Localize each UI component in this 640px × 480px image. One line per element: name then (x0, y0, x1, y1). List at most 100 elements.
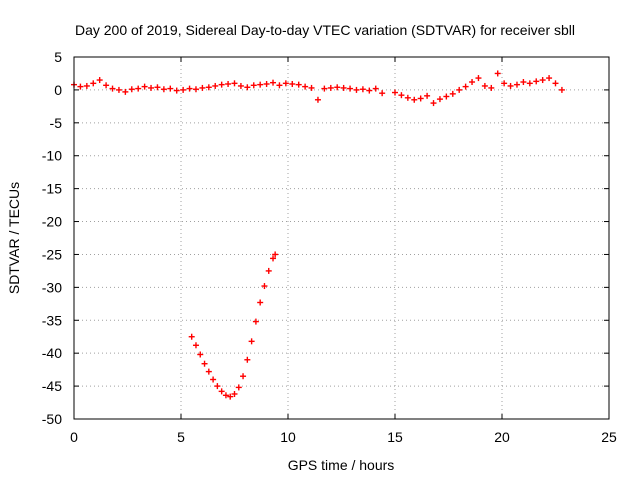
data-point (248, 338, 255, 345)
data-point (321, 85, 328, 92)
data-point (276, 82, 283, 89)
data-point (552, 80, 559, 87)
data-point (83, 82, 90, 89)
data-point (314, 96, 321, 103)
x-tick-labels: 0 5 10 15 20 25 (70, 429, 617, 445)
data-point (218, 388, 225, 395)
y-tick-label: -40 (42, 345, 62, 361)
y-tick-label: -15 (42, 181, 62, 197)
data-point (546, 75, 553, 82)
data-point (430, 100, 437, 107)
data-point (462, 83, 469, 90)
grid-lines (74, 57, 609, 419)
data-point (359, 86, 366, 93)
y-tick-label: -30 (42, 279, 62, 295)
data-point (456, 86, 463, 93)
data-point (282, 80, 289, 87)
x-tick-label: 25 (601, 429, 617, 445)
data-point (218, 81, 225, 88)
data-point (353, 86, 360, 93)
data-point (240, 373, 247, 380)
y-tick-label: 5 (54, 49, 62, 65)
y-tick-label: -5 (50, 115, 63, 131)
data-point (201, 360, 208, 367)
data-point (270, 79, 277, 86)
y-tick-label: 0 (54, 82, 62, 98)
data-point (340, 84, 347, 91)
data-point (222, 392, 229, 399)
data-point (167, 85, 174, 92)
data-point (210, 376, 217, 383)
data-point (103, 82, 110, 89)
data-point (235, 384, 242, 391)
y-tick-label: -20 (42, 214, 62, 230)
data-point (481, 82, 488, 89)
axis-ticks (73, 56, 610, 420)
data-point (227, 393, 234, 400)
y-tick-label: -45 (42, 378, 62, 394)
data-point (507, 82, 514, 89)
data-point (231, 80, 238, 87)
data-point (244, 84, 251, 91)
data-point (154, 84, 161, 91)
data-point (308, 84, 315, 91)
data-point (250, 82, 257, 89)
y-tick-label: -50 (42, 411, 62, 427)
data-point (289, 80, 296, 87)
data-point (270, 255, 277, 262)
data-point (372, 85, 379, 92)
data-point (501, 80, 508, 87)
data-point (192, 86, 199, 93)
data-point (160, 86, 167, 93)
data-point (539, 77, 546, 84)
data-point (128, 86, 135, 93)
data-point (424, 92, 431, 99)
data-point (199, 84, 206, 91)
series-dip (188, 251, 279, 400)
x-tick-label: 20 (494, 429, 510, 445)
data-point (488, 84, 495, 91)
data-point (272, 251, 279, 258)
data-point (302, 83, 309, 90)
data-point (214, 383, 221, 390)
data-point (186, 85, 193, 92)
data-point (188, 333, 195, 340)
data-point (404, 94, 411, 101)
data-point (436, 96, 443, 103)
series-near-zero (71, 70, 565, 107)
data-point (109, 85, 116, 92)
x-tick-label: 10 (280, 429, 296, 445)
x-tick-label: 0 (70, 429, 78, 445)
y-tick-labels: 5 0 -5 -10 -15 -20 -25 -30 -35 -40 -45 -50 (42, 49, 62, 427)
data-point (392, 89, 398, 96)
data-point (192, 342, 199, 349)
data-point (469, 79, 476, 86)
data-point (295, 81, 302, 88)
data-point (449, 90, 456, 97)
data-point (417, 95, 424, 102)
data-point (379, 90, 386, 97)
data-point (475, 75, 482, 82)
x-axis-label: GPS time / hours (288, 457, 395, 473)
data-point (327, 84, 334, 91)
y-tick-label: -10 (42, 148, 62, 164)
data-point (398, 92, 405, 99)
data-point (265, 267, 272, 274)
data-point (173, 87, 180, 94)
data-point (205, 84, 212, 91)
chart-title: Day 200 of 2019, Sidereal Day-to-day VTE… (75, 22, 575, 38)
data-point (513, 81, 520, 88)
data-point (334, 84, 341, 91)
plot-frame (73, 56, 610, 420)
data-point (135, 85, 142, 92)
data-point (197, 351, 204, 358)
data-point (141, 83, 148, 90)
data-point (244, 356, 251, 363)
data-point (90, 80, 97, 87)
data-point (205, 368, 212, 375)
data-point (558, 86, 565, 93)
data-point (257, 299, 264, 306)
data-point (494, 70, 501, 77)
data-point (225, 80, 232, 87)
